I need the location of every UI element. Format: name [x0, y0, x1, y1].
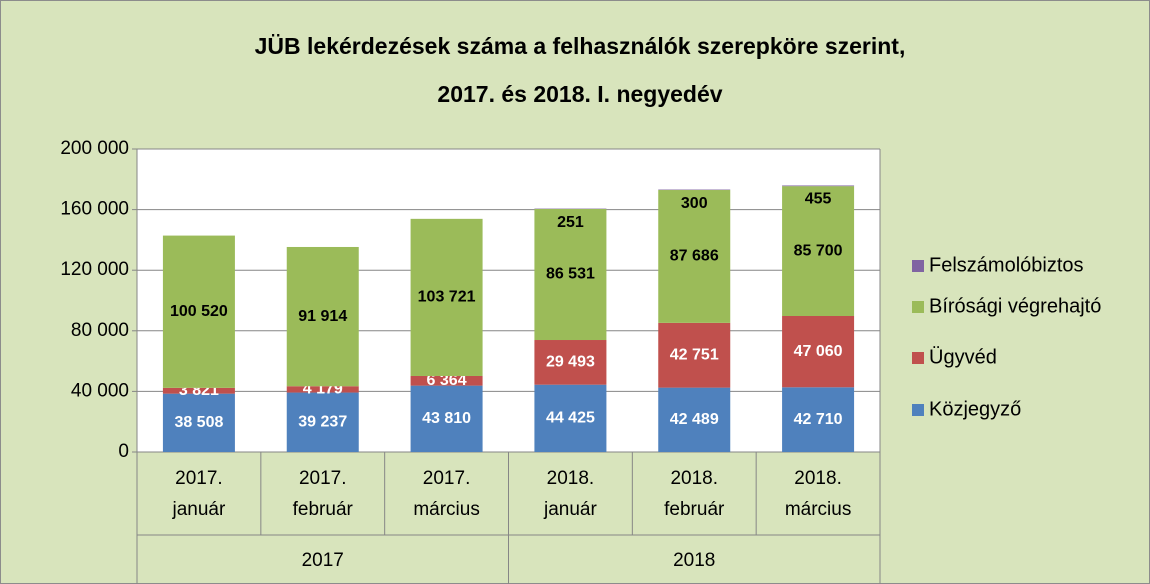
bar-segment	[658, 387, 731, 452]
bar-segment	[534, 384, 607, 452]
legend-label: Közjegyző	[929, 398, 1021, 420]
x-tick-label: március	[785, 499, 852, 520]
data-label: 87 686	[670, 248, 719, 265]
bar-segment	[410, 218, 483, 376]
y-tick-label: 120 000	[60, 259, 129, 280]
bar-segment	[286, 386, 359, 393]
data-label: 103 721	[418, 289, 476, 306]
x-tick-label: 2017.	[423, 468, 471, 489]
bar-segment	[162, 387, 235, 394]
legend-swatch	[912, 352, 924, 364]
data-label: 44 425	[546, 410, 595, 427]
bar-segment	[534, 208, 607, 341]
x-tick-label: január	[172, 499, 226, 520]
data-label: 86 531	[546, 266, 595, 283]
legend-label: Ügyvéd	[929, 346, 997, 368]
bar-segment	[410, 375, 483, 386]
bar-segment	[286, 392, 359, 452]
y-tick-label: 0	[118, 441, 129, 462]
x-tick-label: 2018.	[547, 468, 595, 489]
bar-segment	[658, 190, 731, 323]
x-tick-label: 2017.	[299, 468, 347, 489]
bar-segment	[534, 340, 607, 385]
bar-segment	[658, 322, 731, 388]
data-label: 38 508	[174, 414, 223, 431]
group-label: 2018	[673, 550, 715, 571]
data-label: 300	[681, 195, 708, 212]
bar-segment	[410, 385, 483, 452]
data-label: 6 364	[427, 372, 467, 389]
data-label: 455	[805, 191, 832, 208]
bar-segment	[782, 387, 855, 452]
bar-segment	[782, 185, 855, 187]
y-tick-label: 40 000	[71, 380, 129, 401]
x-tick-label: 2018.	[794, 468, 842, 489]
data-label: 85 700	[794, 242, 843, 259]
legend-swatch	[912, 301, 924, 313]
group-label: 2017	[302, 550, 344, 571]
x-tick-label: március	[413, 499, 480, 520]
bar-segment	[162, 235, 235, 388]
x-tick-label: január	[543, 499, 597, 520]
data-label: 43 810	[422, 410, 471, 427]
chart-title: 2017. és 2018. I. negyedév	[437, 81, 722, 107]
data-label: 42 489	[670, 411, 719, 428]
legend-swatch	[912, 260, 924, 272]
data-label: 47 060	[794, 343, 843, 360]
data-label: 91 914	[298, 308, 347, 325]
bar-segment	[286, 246, 359, 387]
x-tick-label: 2017.	[175, 468, 223, 489]
data-label: 42 710	[794, 411, 843, 428]
data-label: 42 751	[670, 346, 719, 363]
x-tick-label: február	[293, 499, 354, 520]
bar-segment	[782, 315, 855, 388]
data-label: 100 520	[170, 303, 228, 320]
legend-label: Felszámolóbiztos	[929, 254, 1084, 276]
legend-swatch	[912, 404, 924, 416]
y-tick-label: 200 000	[60, 138, 129, 159]
y-tick-label: 80 000	[71, 320, 129, 341]
plot-area	[137, 149, 880, 452]
y-tick-label: 160 000	[60, 199, 129, 220]
x-tick-label: 2018.	[670, 468, 718, 489]
data-label: 251	[557, 214, 584, 231]
chart-title: JÜB lekérdezések száma a felhasználók sz…	[255, 33, 906, 59]
x-tick-label: február	[664, 499, 725, 520]
data-label: 39 237	[298, 413, 347, 430]
legend-label: Bírósági végrehajtó	[929, 295, 1101, 317]
bar-segment	[782, 186, 855, 316]
bar-segment	[162, 393, 235, 452]
data-label: 29 493	[546, 354, 595, 371]
